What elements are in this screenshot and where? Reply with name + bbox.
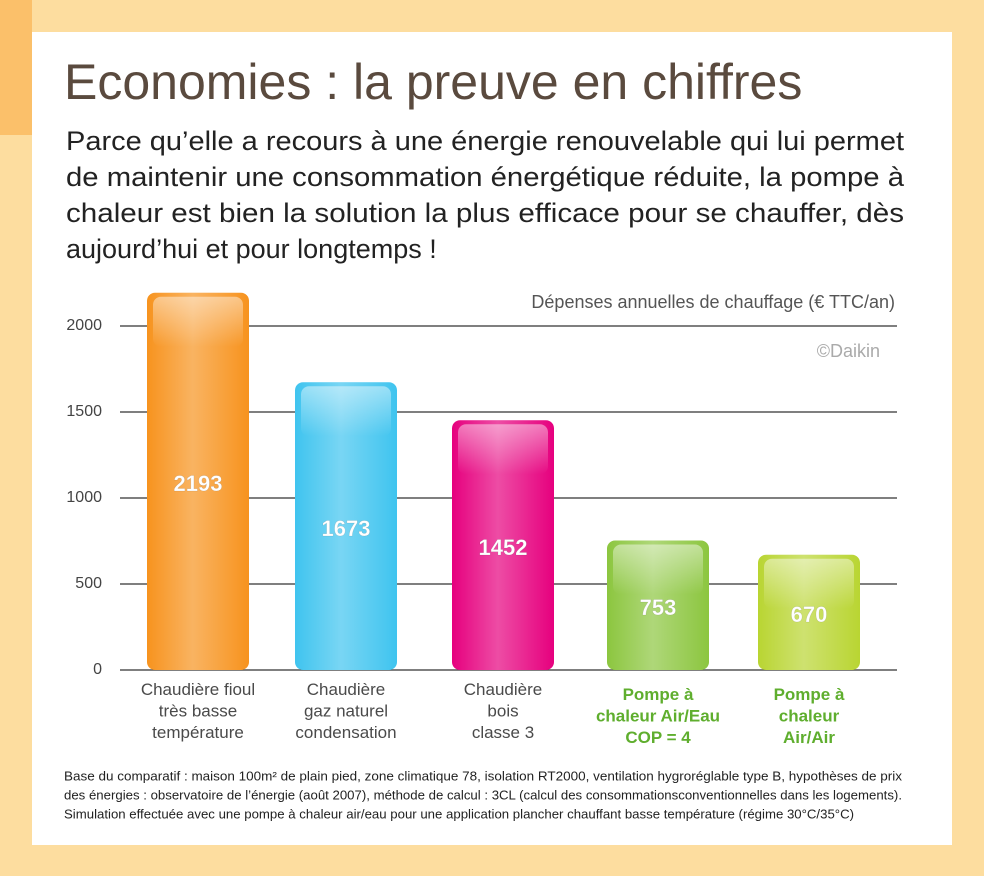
intro-line: chaleur est bien la solution la plus eff… <box>66 198 904 228</box>
bar-shine <box>147 292 249 670</box>
x-tick-label: Chaudière bois classe 3 <box>464 680 542 742</box>
intro-line: aujourd’hui et pour longtemps ! <box>66 234 437 264</box>
x-tick-label: Chaudière fioul très basse température <box>141 680 255 742</box>
value-label: 670 <box>791 602 828 627</box>
footnote-line: Simulation effectuée avec une pompe à ch… <box>64 806 854 821</box>
bar-gloss <box>153 296 243 347</box>
bar-shine <box>295 382 397 670</box>
bar-gloss <box>301 386 391 437</box>
source: ©Daikin <box>817 341 880 361</box>
y-tick-label: 0 <box>93 661 102 678</box>
bar-gloss <box>458 424 548 475</box>
bar-gloss <box>764 558 854 609</box>
title: Economies : la preuve en chiffres <box>64 54 802 110</box>
axis-title: Dépenses annuelles de chauffage (€ TTC/a… <box>531 292 895 312</box>
footnote-line: Base du comparatif : maison 100m² de pla… <box>64 768 903 783</box>
y-tick-label: 500 <box>75 575 102 592</box>
intro-line: Parce qu’elle a recours à une énergie re… <box>66 126 905 156</box>
x-tick-label: Pompe à chaleur Air/Air <box>774 685 845 747</box>
value-label: 1452 <box>479 535 528 560</box>
value-label: 753 <box>640 595 677 620</box>
y-tick-label: 1500 <box>66 403 102 420</box>
footnote: Base du comparatif : maison 100m² de pla… <box>64 768 903 821</box>
footnote-line: des énergies : observatoire de l’énergie… <box>64 787 902 802</box>
value-label: 2193 <box>174 471 223 496</box>
intro: Parce qu’elle a recours à une énergie re… <box>66 126 905 264</box>
intro-line: de maintenir une consommation énergétiqu… <box>66 162 905 192</box>
value-label: 1673 <box>322 516 371 541</box>
x-tick-label: Pompe à chaleur Air/Eau COP = 4 <box>596 685 720 747</box>
bar-shine <box>452 420 554 670</box>
x-tick-label: Chaudière gaz naturel condensation <box>295 680 396 742</box>
y-tick-label: 2000 <box>66 317 102 334</box>
accent-bar <box>0 0 32 135</box>
y-tick-label: 1000 <box>66 489 102 506</box>
bar-gloss <box>613 544 703 595</box>
